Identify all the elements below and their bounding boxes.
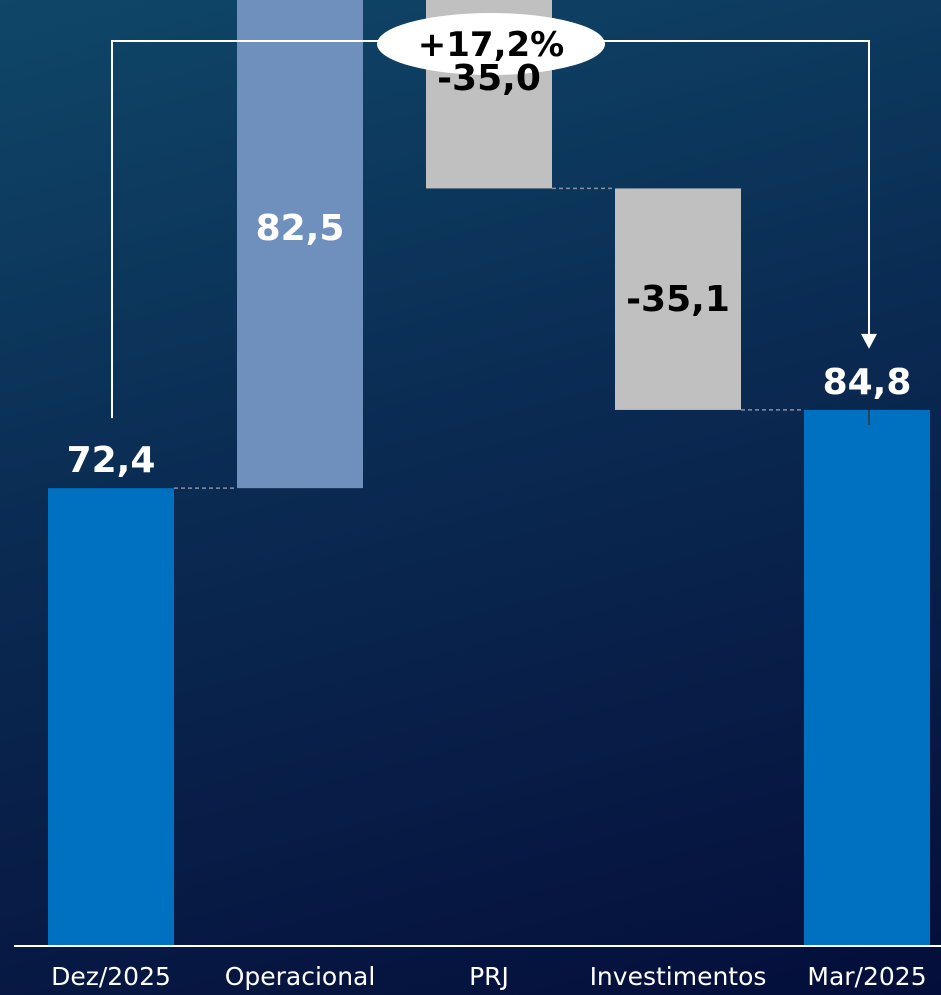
change-annotation: +17,2% [111,13,877,425]
value-label-investimentos: -35,1 [626,279,730,320]
x-tick-labels: Dez/2025 Operacional PRJ Investimentos Mar/2… [51,962,927,991]
change-arrow-head [861,333,877,349]
value-label-operacional: 82,5 [256,208,345,249]
change-badge-text: +17,2% [418,25,564,65]
bar-investimentos [615,188,741,410]
connector-lines [174,187,804,489]
value-label-mar-2025: 84,8 [823,362,912,403]
tick-label-prj: PRJ [469,962,509,991]
change-badge [377,13,605,75]
tick-label-dez-2025: Dez/2025 [51,962,171,991]
bar-dez-2025 [48,488,174,945]
tick-label-investimentos: Investimentos [590,962,767,991]
bar-operacional [237,0,363,489]
value-label-dez-2025: 72,4 [67,440,156,481]
value-label-prj: -35,0 [437,58,541,99]
tick-label-operacional: Operacional [225,962,376,991]
bar-mar-2025 [804,409,930,945]
bars-group [48,0,930,945]
value-labels-group: 72,4 82,5 -35,0 -35,1 84,8 [67,58,912,481]
tick-label-mar-2025: Mar/2025 [807,962,926,991]
